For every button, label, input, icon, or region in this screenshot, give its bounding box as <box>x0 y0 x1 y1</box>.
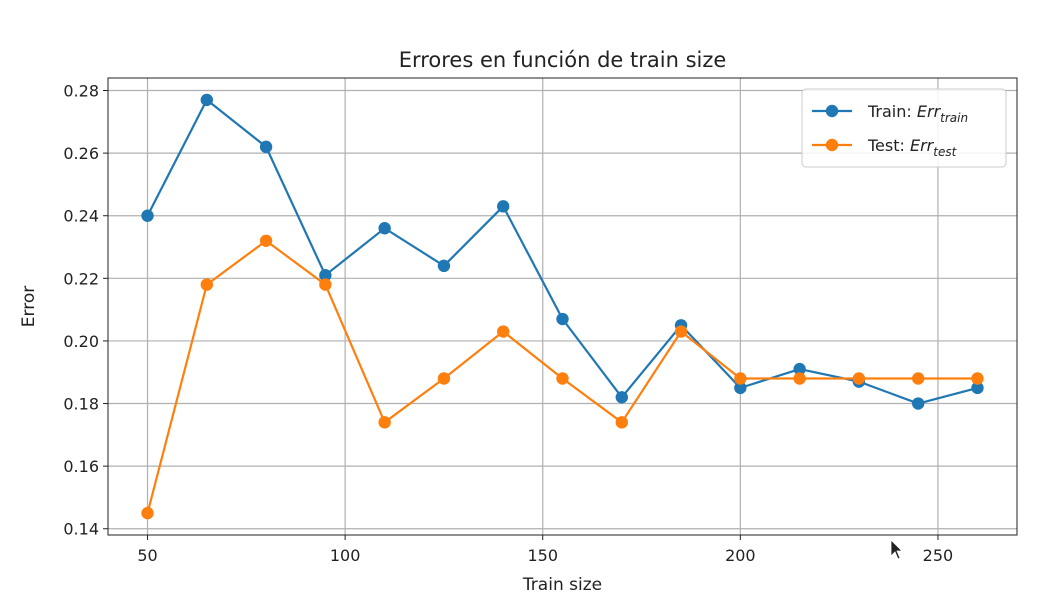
data-point-train <box>793 362 806 376</box>
x-tick-label: 150 <box>527 546 558 565</box>
data-point-test <box>259 234 273 247</box>
x-tick-label: 100 <box>330 546 361 565</box>
data-point-train <box>259 140 273 154</box>
data-point-train <box>378 222 391 235</box>
data-point-test <box>437 372 451 385</box>
data-point-test <box>319 278 332 291</box>
data-point-train <box>319 268 332 282</box>
y-tick-label: 0.14 <box>63 520 99 539</box>
data-point-test <box>971 372 984 385</box>
data-point-test <box>200 278 214 291</box>
legend-label-subscript: train <box>940 111 968 125</box>
y-axis-ticks: 0.14 0.16 0.18 0.20 0.22 0.24 0.26 0.28 <box>63 82 108 539</box>
y-tick-label: 0.22 <box>63 269 99 288</box>
data-point-test <box>852 372 866 385</box>
x-tick-label: 250 <box>923 546 954 565</box>
legend-item-test: Test: Errtest <box>812 136 958 159</box>
data-point-train <box>911 397 925 410</box>
data-point-test <box>497 325 510 338</box>
legend-label-prefix: Train: <box>867 102 917 121</box>
legend-marker-test <box>825 138 839 152</box>
data-point-test <box>556 372 569 385</box>
plot-area-frame <box>107 77 1018 536</box>
data-point-train <box>971 381 984 395</box>
data-point-test <box>793 372 806 385</box>
legend-label-train: Train: Errtrain <box>867 102 968 125</box>
mouse-cursor-icon <box>890 539 903 560</box>
data-point-train <box>200 93 214 107</box>
x-tick-label: 50 <box>137 546 157 565</box>
legend-label-prefix: Test: <box>867 136 910 155</box>
data-point-train <box>556 312 569 326</box>
y-tick-label: 0.16 <box>63 457 99 476</box>
y-tick-label: 0.24 <box>63 207 99 226</box>
series-test <box>141 234 984 520</box>
data-point-train <box>141 209 154 222</box>
x-axis-title: Train size <box>522 575 602 595</box>
x-tick-label: 200 <box>725 546 756 565</box>
data-point-test <box>674 325 688 338</box>
x-axis-ticks: 50 100 150 200 250 <box>137 535 953 565</box>
data-point-train <box>734 381 747 395</box>
y-tick-label: 0.28 <box>63 82 99 101</box>
legend-label-subscript: test <box>933 145 957 159</box>
y-tick-label: 0.18 <box>63 395 99 414</box>
data-point-train <box>615 391 628 404</box>
data-point-test <box>615 416 628 429</box>
legend-label-main: Err <box>910 136 935 155</box>
legend-box <box>801 88 1007 168</box>
data-point-train <box>437 259 451 273</box>
legend-label-test: Test: Errtest <box>867 136 958 159</box>
data-point-test <box>911 372 925 385</box>
series-layer <box>141 93 984 520</box>
y-axis-title: Error <box>19 286 39 327</box>
y-tick-label: 0.20 <box>63 332 99 351</box>
legend-item-train: Train: Errtrain <box>812 102 968 125</box>
y-tick-label: 0.26 <box>63 144 99 163</box>
data-point-test <box>734 372 747 385</box>
legend-marker-train <box>825 104 839 118</box>
data-point-test <box>141 506 154 520</box>
legend-label-main: Err <box>917 102 942 121</box>
data-point-test <box>378 416 391 429</box>
data-point-train <box>497 200 510 213</box>
chart-title: Errores en función de train size <box>399 48 727 72</box>
